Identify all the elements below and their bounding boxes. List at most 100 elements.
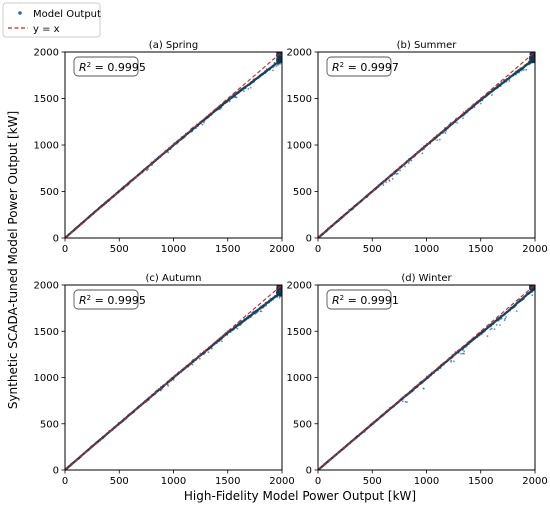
- data-point: [532, 56, 535, 59]
- y-tick-label: 500: [40, 187, 59, 198]
- data-point: [504, 317, 507, 320]
- y-tick-label: 500: [40, 419, 59, 430]
- r2-annotation: R2 = 0.9995: [79, 61, 146, 74]
- data-point: [456, 121, 459, 124]
- r2-box: [73, 56, 139, 77]
- r2-box: [326, 289, 392, 310]
- data-point: [525, 68, 528, 71]
- x-tick-label: 1500: [468, 244, 493, 255]
- data-point: [276, 57, 279, 61]
- reference-line: [318, 285, 535, 470]
- y-tick-label: 1000: [287, 373, 312, 384]
- data-point: [278, 296, 281, 299]
- r2-box: [326, 56, 392, 77]
- x-tick-label: 2000: [522, 244, 547, 255]
- y-tick-label: 0: [306, 234, 312, 245]
- data-point: [463, 352, 465, 355]
- r2-annotation: R2 = 0.9991: [332, 294, 399, 307]
- data-point: [382, 184, 385, 186]
- data-point: [203, 121, 205, 124]
- scatter-points: [65, 52, 282, 238]
- data-point: [385, 181, 388, 184]
- data-point: [479, 102, 482, 105]
- x-tick-label: 1000: [161, 476, 186, 487]
- data-point: [198, 357, 201, 360]
- panel-spring: (a) Spring 0 500 1000 1500 2000 0 500 1000 1500 20…: [34, 40, 295, 255]
- data-point: [249, 86, 252, 89]
- x-tick-label: 500: [110, 244, 129, 255]
- y-tick-label: 1000: [287, 141, 312, 152]
- data-point: [453, 360, 455, 363]
- x-tick-label: 0: [62, 244, 68, 255]
- data-point: [530, 60, 533, 63]
- data-point: [201, 123, 204, 126]
- y-tick-label: 2000: [34, 281, 59, 292]
- panel-winter: (d) Winter 0 500 1000 1500 2000 0 500 1000 1500 20…: [287, 273, 548, 487]
- data-point: [531, 294, 534, 297]
- data-point: [500, 317, 503, 320]
- panel-title: (d) Winter: [401, 273, 452, 284]
- data-point: [276, 291, 279, 295]
- reference-line: [65, 52, 282, 238]
- data-point: [388, 179, 391, 182]
- y-tick-label: 1500: [34, 94, 59, 105]
- x-tick-label: 1000: [161, 244, 186, 255]
- x-tick-label: 0: [62, 476, 68, 487]
- data-point: [234, 96, 237, 99]
- x-tick-label: 1000: [414, 476, 439, 487]
- data-point: [207, 351, 210, 354]
- data-point: [515, 310, 518, 313]
- reference-line: [65, 285, 282, 470]
- data-point: [391, 178, 394, 180]
- data-point: [438, 138, 441, 141]
- data-point: [278, 61, 281, 64]
- data-point: [404, 400, 407, 403]
- data-point: [407, 162, 410, 164]
- data-point: [271, 69, 274, 72]
- data-point: [499, 324, 501, 326]
- panel-autumn: (c) Autumn 0 500 1000 1500 2000 0 500 1000 1500 20…: [34, 273, 295, 487]
- data-point: [275, 65, 278, 68]
- data-point: [495, 323, 498, 326]
- data-point: [463, 350, 466, 353]
- data-point: [508, 80, 511, 82]
- data-point: [460, 352, 462, 355]
- data-point: [421, 152, 424, 155]
- scatter-points: [318, 52, 535, 238]
- x-tick-label: 500: [363, 476, 382, 487]
- x-tick-label: 1500: [215, 244, 240, 255]
- data-point: [444, 132, 447, 134]
- r2-annotation: R2 = 0.9995: [79, 294, 146, 307]
- data-point: [276, 289, 279, 292]
- data-point: [532, 59, 535, 62]
- y-axis-label: Synthetic SCADA-tuned Model Power Output…: [6, 111, 20, 409]
- x-tick-label: 500: [110, 476, 129, 487]
- y-tick-label: 0: [53, 234, 59, 245]
- x-tick-label: 0: [315, 244, 321, 255]
- r2-box: [73, 289, 139, 310]
- x-axis-label: High-Fidelity Model Power Output [kW]: [184, 489, 416, 503]
- data-point: [406, 401, 408, 404]
- y-tick-label: 1500: [34, 327, 59, 338]
- y-tick-label: 1500: [287, 94, 312, 105]
- data-point: [489, 328, 492, 331]
- data-point: [422, 387, 425, 390]
- data-point: [147, 168, 150, 171]
- y-tick-label: 0: [306, 466, 312, 477]
- data-point: [279, 291, 282, 294]
- data-point: [523, 69, 525, 71]
- data-point: [259, 310, 262, 313]
- y-tick-label: 500: [293, 419, 312, 430]
- data-point: [243, 90, 245, 93]
- y-tick-label: 500: [293, 187, 312, 198]
- x-tick-label: 500: [363, 244, 382, 255]
- y-tick-label: 0: [53, 466, 59, 477]
- legend: Model Output y = x: [2, 2, 101, 38]
- scatter-points: [65, 285, 282, 470]
- data-point: [277, 64, 279, 66]
- data-point: [503, 319, 506, 322]
- data-point: [450, 359, 453, 362]
- reference-line: [318, 52, 535, 238]
- x-tick-label: 0: [315, 476, 321, 487]
